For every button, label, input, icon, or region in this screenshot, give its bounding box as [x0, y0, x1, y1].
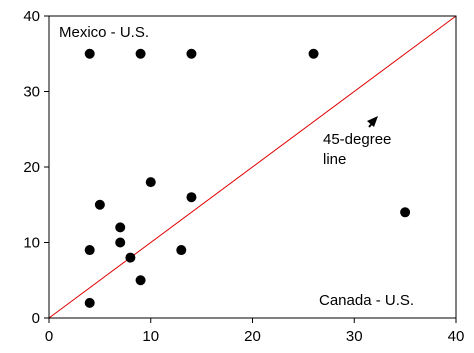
data-point — [186, 192, 197, 203]
reference-line-45-degree — [48, 15, 457, 319]
data-point — [84, 297, 95, 308]
x-tick-label: 10 — [142, 328, 159, 345]
y-tick-label: 30 — [23, 84, 40, 101]
data-point — [135, 275, 146, 286]
annotation-45-degree: 45-degree — [323, 131, 391, 148]
data-point — [115, 222, 126, 233]
y-tick-label: 10 — [23, 235, 40, 252]
data-point — [94, 199, 105, 210]
data-point — [145, 177, 156, 188]
annotation-arrow — [367, 116, 378, 128]
x-tick-label: 30 — [346, 328, 363, 345]
data-point — [115, 237, 126, 248]
x-tick-label: 0 — [45, 328, 53, 345]
x-tick-label: 20 — [244, 328, 261, 345]
data-point — [84, 245, 95, 256]
annotation-line: line — [323, 151, 346, 168]
data-point — [308, 48, 319, 59]
x-tick-label: 40 — [448, 328, 465, 345]
data-point — [186, 48, 197, 59]
data-point — [176, 245, 187, 256]
data-point — [400, 207, 411, 218]
annotation-canada-us: Canada - U.S. — [319, 292, 414, 309]
annotation-mexico-us: Mexico - U.S. — [59, 24, 149, 41]
data-point — [125, 252, 136, 263]
data-point — [135, 48, 146, 59]
y-tick-label: 0 — [32, 310, 40, 327]
data-point — [84, 48, 95, 59]
y-tick-label: 20 — [23, 159, 40, 176]
y-tick-label: 40 — [23, 8, 40, 25]
